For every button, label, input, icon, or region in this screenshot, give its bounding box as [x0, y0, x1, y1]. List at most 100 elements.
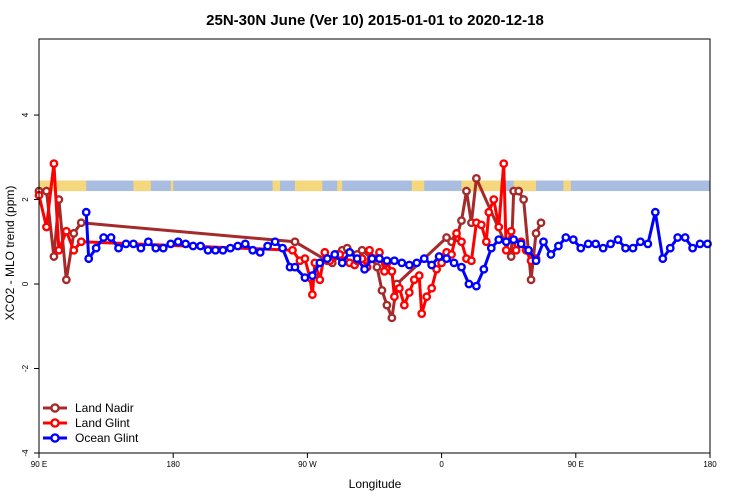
data-point — [606, 239, 615, 249]
data-point — [49, 159, 59, 169]
data-point — [643, 239, 653, 249]
data-point — [300, 273, 310, 283]
data-point — [263, 241, 273, 251]
data-point — [514, 186, 524, 196]
data-point — [399, 300, 409, 310]
data-point — [457, 216, 466, 226]
x-tick-label: 90 E — [568, 460, 584, 469]
data-point — [499, 159, 509, 169]
data-point — [357, 245, 367, 255]
data-point — [511, 245, 521, 255]
data-point — [457, 262, 466, 272]
data-point — [377, 285, 387, 295]
data-point — [307, 290, 317, 299]
data-point — [462, 186, 471, 196]
data-point — [380, 266, 389, 276]
data-point — [665, 243, 675, 253]
data-point — [613, 235, 623, 245]
data-point — [509, 235, 519, 245]
ocean-band — [39, 180, 710, 192]
y-tick-label: -2 — [21, 364, 30, 372]
data-point — [99, 233, 109, 242]
x-tick-label: 180 — [167, 460, 181, 469]
data-point — [519, 195, 529, 204]
data-point — [173, 237, 183, 247]
series-ocean-glint — [81, 207, 712, 291]
land-band-segment — [337, 180, 343, 192]
data-point — [531, 228, 541, 238]
data-point — [360, 264, 369, 274]
data-point — [81, 207, 91, 217]
data-point — [568, 235, 578, 245]
data-point — [54, 245, 64, 255]
land-band-segment — [411, 180, 425, 192]
data-point — [506, 226, 516, 236]
data-point — [69, 228, 79, 238]
data-point — [467, 256, 476, 266]
data-point — [181, 239, 191, 249]
land-band-segment — [563, 180, 571, 192]
legend-marker — [50, 403, 60, 413]
data-point — [375, 254, 384, 264]
data-point — [471, 281, 481, 291]
data-point — [288, 245, 297, 255]
data-point — [650, 207, 660, 217]
chart-title: 25N-30N June (Ver 10) 2015-01-01 to 2020… — [206, 12, 544, 29]
legend-item: Land Nadir — [43, 401, 134, 415]
data-point — [414, 271, 424, 280]
data-point — [143, 237, 153, 247]
data-point — [387, 313, 397, 323]
data-point — [337, 258, 347, 268]
data-point — [452, 228, 461, 238]
data-point — [255, 247, 265, 257]
data-point — [69, 245, 79, 255]
data-point — [106, 233, 116, 242]
land-band-segment — [513, 180, 537, 192]
data-point — [129, 239, 138, 249]
data-point — [84, 254, 94, 264]
y-tick-label: 4 — [21, 112, 30, 117]
data-point — [449, 258, 459, 268]
land-band-segment — [133, 180, 151, 192]
data-point — [394, 283, 404, 293]
data-point — [382, 300, 392, 310]
data-point — [42, 222, 51, 232]
data-point — [636, 237, 645, 247]
data-point — [471, 174, 481, 183]
data-point — [290, 237, 300, 247]
plot-frame — [38, 38, 711, 454]
data-point — [300, 254, 310, 264]
data-point — [404, 260, 414, 270]
data-point — [516, 239, 526, 249]
x-tick-label: 180 — [703, 460, 717, 469]
data-point — [417, 309, 427, 318]
land-band-segment — [170, 180, 174, 192]
data-point — [621, 243, 630, 253]
data-point — [345, 247, 355, 257]
data-point — [427, 283, 437, 293]
legend-item: Ocean Glint — [43, 431, 139, 445]
data-point — [61, 275, 71, 285]
data-point — [524, 245, 533, 255]
data-point — [372, 262, 382, 272]
data-point — [442, 254, 451, 264]
data-point — [583, 239, 593, 249]
series-layer — [34, 159, 712, 323]
land-band-segment — [294, 180, 323, 192]
legend-label: Ocean Glint — [75, 431, 139, 445]
y-tick-label: 2 — [21, 197, 30, 202]
data-point — [61, 226, 71, 236]
data-point — [352, 254, 362, 264]
data-point — [695, 239, 705, 249]
data-point — [315, 275, 325, 285]
data-point — [365, 245, 374, 255]
data-point — [422, 292, 432, 302]
data-point — [539, 237, 548, 247]
data-point — [114, 243, 123, 253]
data-point — [412, 258, 422, 268]
data-point — [481, 237, 491, 247]
data-point — [494, 235, 504, 245]
data-point — [397, 258, 407, 268]
data-point — [387, 266, 397, 276]
